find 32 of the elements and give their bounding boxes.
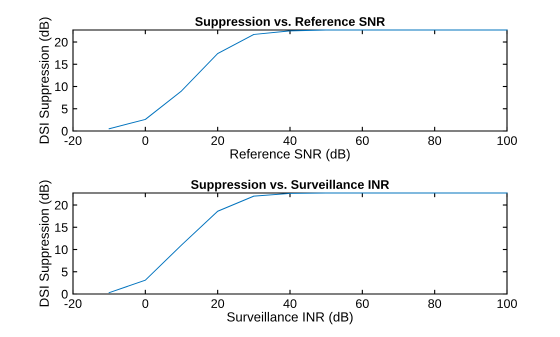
x-tick-label: 80: [428, 136, 442, 146]
y-tick-label: 10: [55, 245, 68, 254]
y-tick-label: 10: [55, 82, 68, 92]
y-axis-title: DSI Suppression (dB): [39, 180, 52, 306]
y-tick-label: 5: [62, 104, 68, 114]
x-tick-label: 100: [498, 299, 517, 308]
x-tick-label: 40: [283, 299, 296, 308]
chart-title: Suppression vs. Reference SNR: [195, 16, 385, 28]
y-tick-label: 0: [62, 126, 68, 136]
x-tick-label: 20: [211, 299, 224, 308]
y-tick-label: 20: [54, 38, 68, 47]
x-tick-label: -20: [64, 299, 82, 308]
line-series: [108, 30, 508, 130]
x-axis-title: Surveillance INR (dB): [227, 312, 353, 324]
x-tick-label: 0: [142, 299, 148, 308]
x-tick-label: 100: [498, 136, 517, 146]
y-tick-label: 15: [55, 223, 68, 232]
x-tick-label: -20: [64, 136, 82, 146]
x-tick-label: 60: [356, 136, 369, 146]
x-axis-title: Reference SNR (dB): [230, 148, 350, 162]
y-tick-label: 5: [62, 268, 68, 276]
line-series: [108, 192, 508, 294]
x-tick-label: 20: [211, 136, 224, 146]
y-tick-label: 0: [62, 290, 68, 299]
y-axis-title: DSI Suppression (dB): [39, 18, 52, 144]
x-tick-label: 0: [142, 136, 148, 146]
x-tick-label: 80: [428, 299, 442, 308]
chart-title: Suppression vs. Surveillance INR: [191, 180, 390, 192]
y-tick-label: 15: [55, 60, 68, 69]
y-tick-label: 20: [54, 200, 68, 210]
x-tick-label: 60: [356, 299, 369, 308]
x-tick-label: 40: [283, 136, 296, 146]
